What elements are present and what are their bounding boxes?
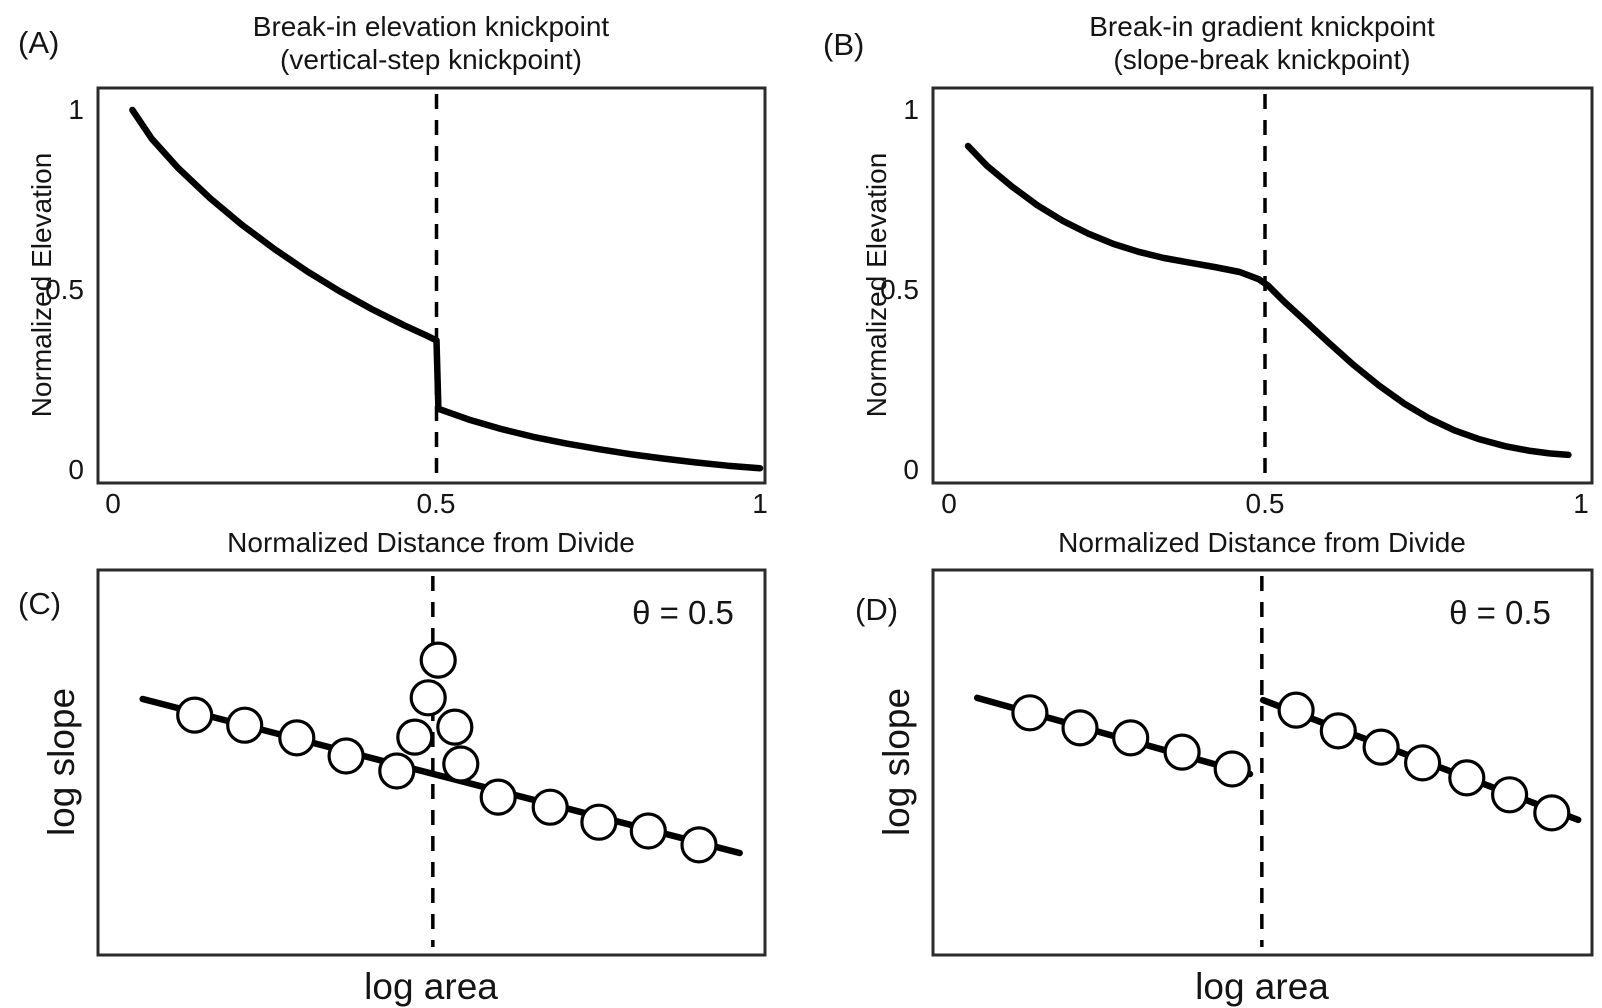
panel-c-data-point — [226, 706, 264, 744]
panel-d-y-axis-label: log slope — [876, 687, 917, 837]
panel-b-title: Break-in gradient knickpoint (slope-brea… — [1089, 10, 1435, 76]
panel-c-y-axis-label: log slope — [41, 687, 82, 837]
panel-a-xtick-1: 1 — [752, 488, 768, 519]
panel-d-data-point — [1011, 694, 1049, 732]
panel-d-data-point — [1213, 750, 1251, 788]
panel-a-ytick-05: 0.5 — [45, 274, 84, 305]
panel-a-plot-box — [96, 86, 767, 485]
panel-a-title-line1: Break-in elevation knickpoint — [252, 11, 610, 42]
panel-c-data-point — [378, 752, 416, 790]
panel-c-data-point — [442, 745, 480, 783]
panel-d-plot-box — [931, 568, 1594, 957]
panel-b-xtick-1: 1 — [1573, 488, 1589, 519]
panel-a-xtick-0: 0 — [105, 488, 121, 519]
panel-c-data-point — [176, 696, 214, 734]
panel-c-data-point — [680, 826, 718, 864]
panel-d-data-point — [1490, 776, 1529, 814]
panel-d-data-point — [1319, 712, 1357, 750]
panel-b-xtick-0: 0 — [941, 488, 957, 519]
panel-c-data-point — [629, 812, 667, 850]
panel-c-data-point — [419, 641, 457, 679]
panel-c-data-point — [436, 708, 474, 746]
panel-d-data-point — [1403, 744, 1442, 782]
panel-c-data-point — [531, 788, 569, 826]
panel-a-xtick-05: 0.5 — [416, 488, 456, 519]
panel-b-title-line1: Break-in gradient knickpoint — [1089, 11, 1435, 42]
panel-c-data-point — [479, 778, 517, 816]
panel-c-data-point — [327, 737, 365, 775]
panel-d-data-point — [1533, 794, 1571, 832]
panel-a-letter: (A) — [18, 25, 60, 60]
panel-a-ytick-0: 0 — [68, 454, 84, 485]
panel-c-plot-box — [96, 568, 767, 957]
panel-b-title-line2: (slope-break knickpoint) — [1113, 44, 1411, 75]
panel-b-ytick-1: 1 — [903, 94, 919, 125]
panel-b-river-profile-curve — [964, 142, 1572, 459]
panel-d-data-point — [1061, 709, 1099, 747]
panel-c-data-point — [396, 718, 434, 756]
panel-b-plot-box — [931, 86, 1594, 485]
panel-b-xtick-05: 0.5 — [1245, 488, 1285, 519]
panel-d-x-axis-label: log area — [1195, 966, 1329, 1007]
panel-d-data-point — [1112, 719, 1150, 757]
panel-a-title: Break-in elevation knickpoint (vertical-… — [253, 10, 609, 76]
panel-d-data-point — [1448, 759, 1486, 797]
panel-b-x-axis-label: Normalized Distance from Divide — [1058, 527, 1466, 558]
panel-b-ytick-0: 0 — [903, 454, 919, 485]
panel-a-river-profile-curve — [129, 106, 764, 472]
panel-d-data-point — [1362, 728, 1400, 766]
panel-b-letter: (B) — [823, 27, 865, 62]
panel-d-letter: (D) — [855, 592, 899, 627]
panel-c-x-axis-label: log area — [364, 966, 498, 1007]
panel-c-theta-annotation: θ = 0.5 — [632, 594, 734, 631]
panel-b-ytick-05: 0.5 — [880, 274, 919, 305]
panel-a-title-line2: (vertical-step knickpoint) — [280, 44, 582, 75]
panel-a-ytick-1: 1 — [68, 94, 84, 125]
panel-c-letter: (C) — [18, 586, 62, 621]
panel-a-x-axis-label: Normalized Distance from Divide — [227, 527, 635, 558]
panel-c-data-point — [580, 803, 618, 841]
panel-c-data-point — [278, 719, 316, 757]
panel-d-data-point — [1277, 691, 1315, 729]
panel-d-data-point — [1163, 733, 1201, 771]
panel-d-theta-annotation: θ = 0.5 — [1449, 594, 1551, 631]
panel-c-data-point — [409, 679, 447, 717]
